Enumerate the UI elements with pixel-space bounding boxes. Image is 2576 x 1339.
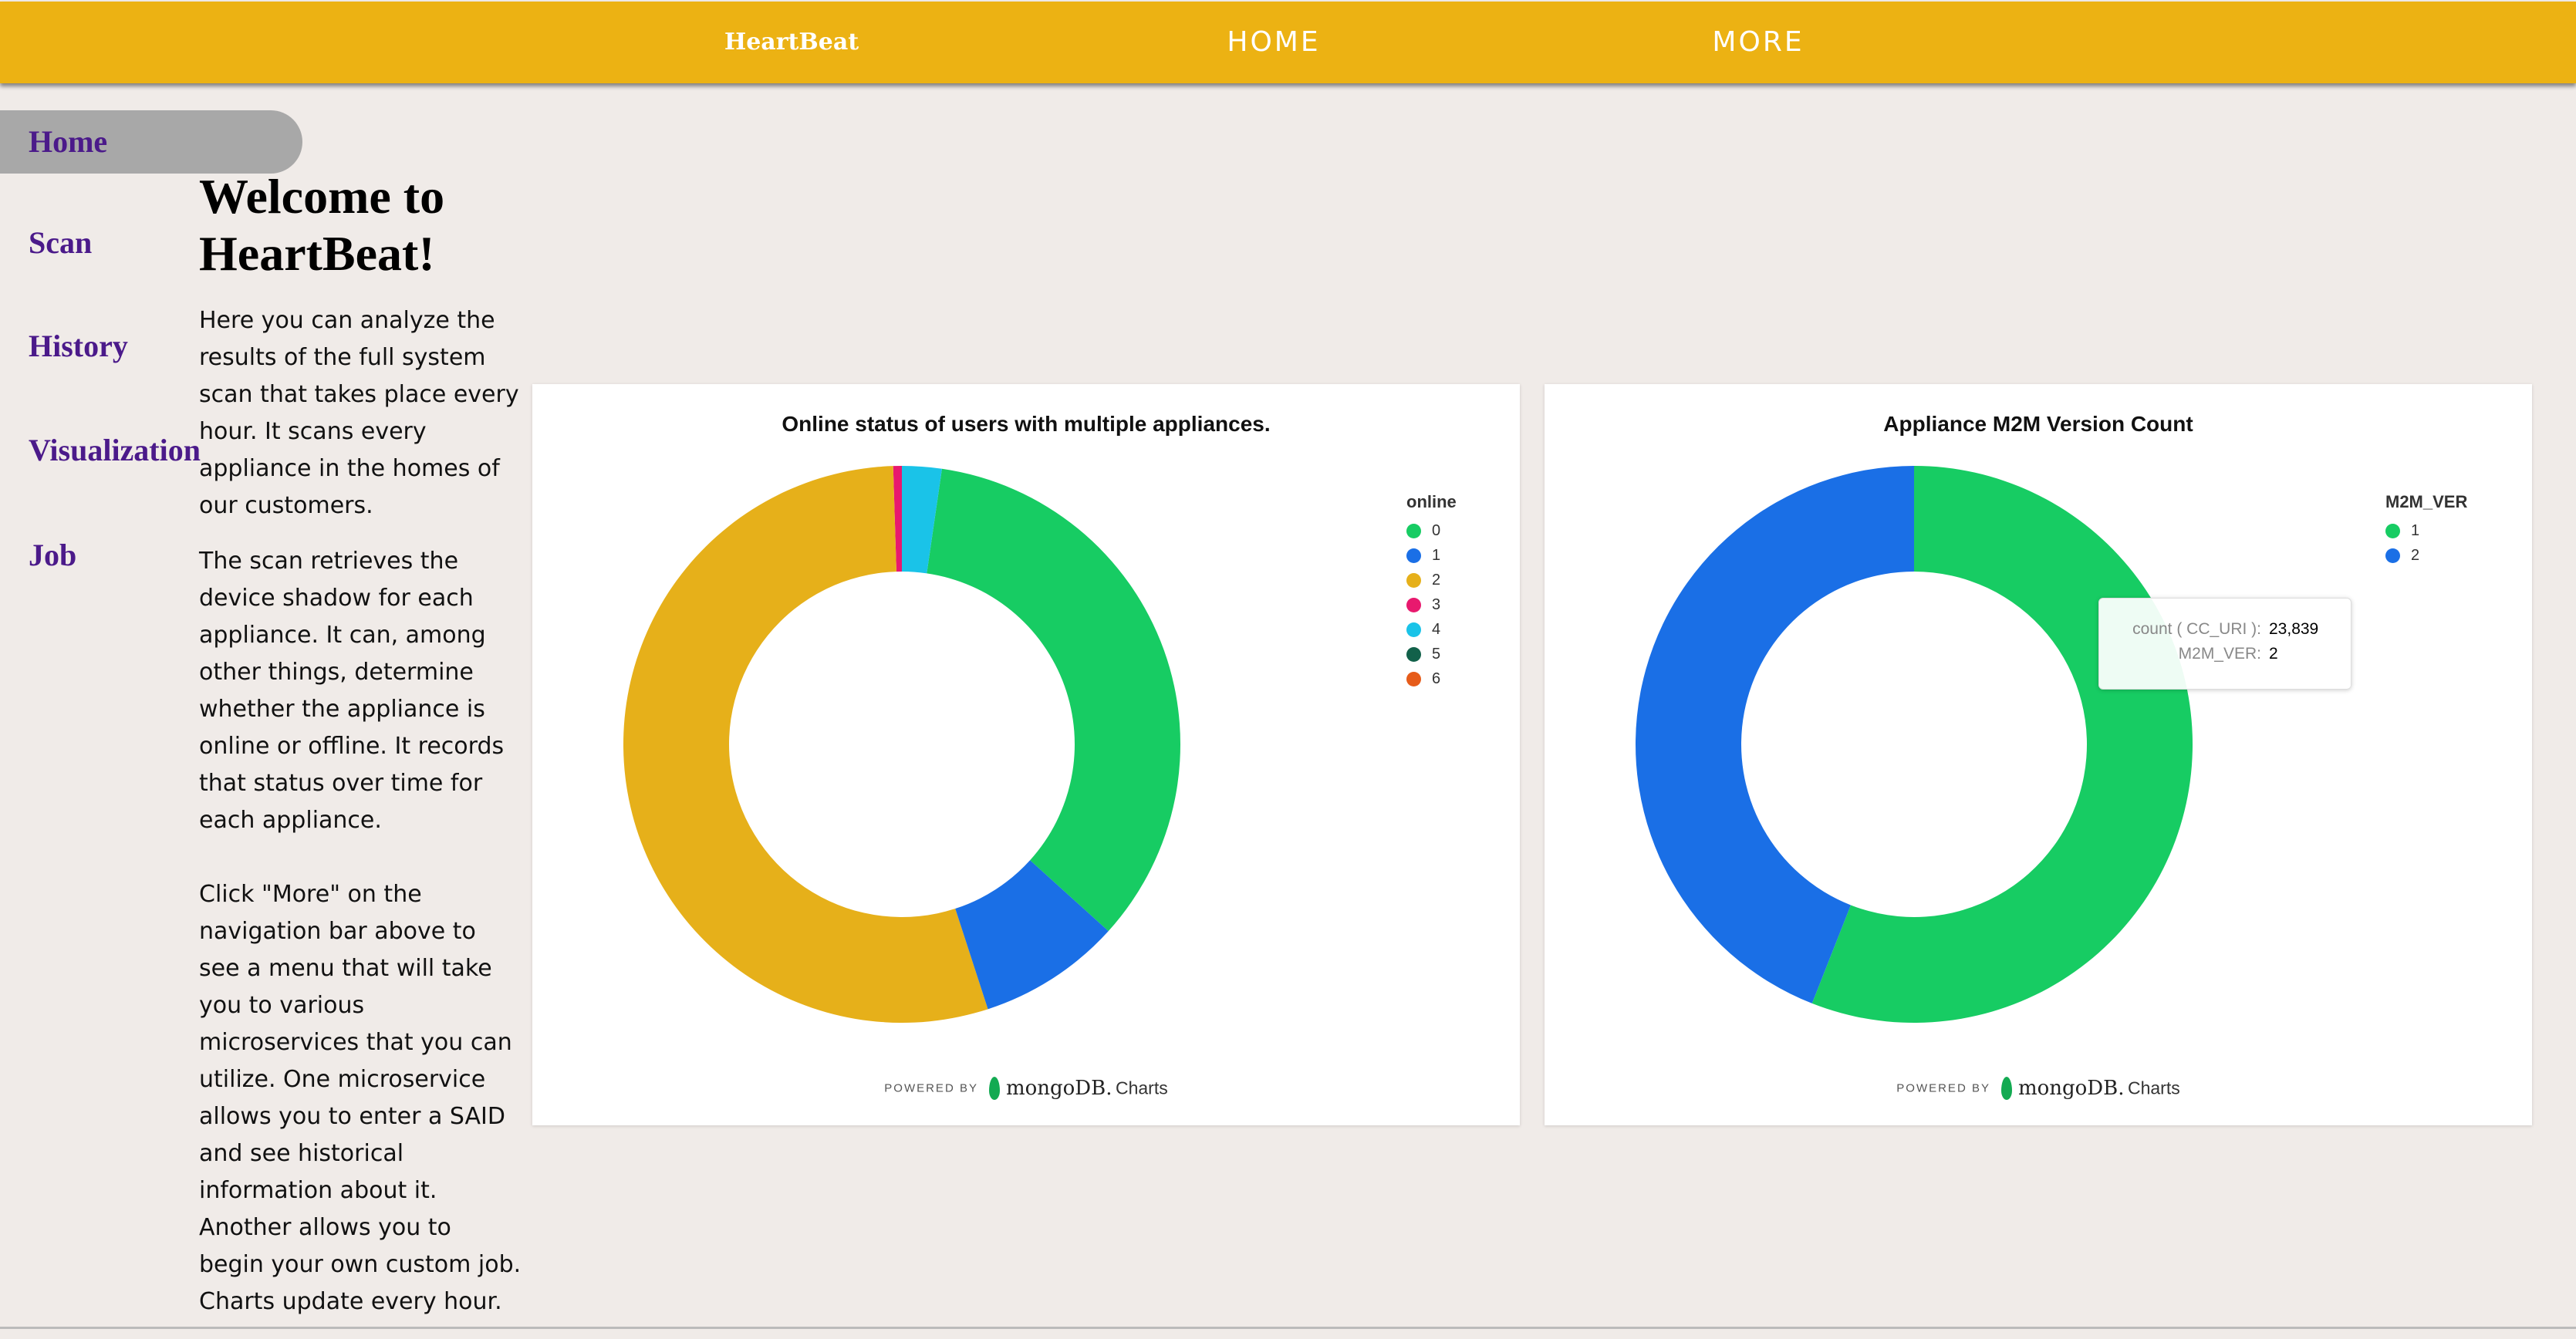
brand-logo[interactable]: HeartBeat [724, 29, 859, 56]
more-paragraph: Click "More" on the navigation bar above… [199, 881, 522, 1278]
legend-label: 1 [2411, 522, 2420, 539]
legend-item-1[interactable]: 1 [1406, 543, 1457, 568]
top-navbar: HeartBeat HOME MORE [0, 2, 2576, 83]
m2m-version-donut [1636, 466, 2193, 1023]
welcome-content: Welcome to HeartBeat! Here you can analy… [199, 168, 523, 1339]
legend-title: M2M_VER [2385, 492, 2468, 511]
powered-by-mongodb: POWERED BY mongoDB. Charts [1545, 1077, 2532, 1100]
legend-label: 5 [1432, 646, 1441, 663]
charts-update-paragraph: Charts update every hour. [199, 1288, 502, 1315]
page-title: Welcome to HeartBeat! [199, 169, 445, 281]
chart-title: Online status of users with multiple app… [782, 412, 1271, 436]
mongodb-leaf-icon [2000, 1077, 2012, 1100]
m2m-version-chart-card: Appliance M2M Version Count M2M_VER 1 2 P… [1545, 384, 2532, 1125]
donut-slice-0[interactable] [927, 468, 1180, 932]
legend-label: 1 [1432, 547, 1441, 564]
legend-item-2[interactable]: 2 [1406, 568, 1457, 592]
legend-dot-icon [1406, 646, 1421, 662]
legend-dot-icon [1406, 523, 1421, 538]
window-bottom-edge [0, 1327, 2576, 1329]
powered-by-mongodb: POWERED BY mongoDB. Charts [532, 1077, 1520, 1100]
sidebar-item-history[interactable]: History [29, 329, 128, 363]
tooltip-value: 23,839 [2269, 620, 2319, 638]
sidebar-item-home[interactable]: Home [0, 110, 302, 174]
legend-label: 3 [1432, 596, 1441, 613]
tooltip-key: count ( CC_URI ): [2132, 620, 2261, 638]
donut-slice-2[interactable] [623, 466, 988, 1023]
legend-item-5[interactable]: 5 [1406, 642, 1457, 666]
chart-legend: online 0 1 2 3 4 5 6 [1406, 492, 1457, 691]
donut-slice-1[interactable] [1811, 466, 2193, 1023]
donut-slice-3[interactable] [893, 466, 902, 572]
sidebar-item-job[interactable]: Job [29, 538, 77, 572]
donut-slice-1[interactable] [955, 860, 1109, 1010]
nav-home[interactable]: HOME [1227, 26, 1321, 58]
nav-more[interactable]: MORE [1712, 26, 1805, 58]
intro-paragraph: Here you can analyze the results of the … [199, 307, 519, 519]
charts-label: Charts [2127, 1078, 2180, 1098]
legend-item-3[interactable]: 3 [1406, 592, 1457, 617]
legend-item-2[interactable]: 2 [2385, 543, 2467, 568]
legend-item-1[interactable]: 1 [2385, 518, 2467, 543]
mongodb-logo-text: mongoDB. [2017, 1077, 2125, 1100]
legend-label: 0 [1432, 522, 1441, 539]
scan-paragraph: The scan retrieves the device shadow for… [199, 548, 505, 834]
sidebar-item-scan[interactable]: Scan [29, 225, 93, 260]
charts-label: Charts [1115, 1078, 1168, 1098]
legend-dot-icon [2385, 523, 2400, 538]
online-status-donut [623, 466, 1180, 1023]
legend-item-6[interactable]: 6 [1406, 666, 1457, 691]
mongodb-logo-text: mongoDB. [1005, 1077, 1112, 1100]
chart-title: Appliance M2M Version Count [1883, 412, 2193, 436]
legend-item-0[interactable]: 0 [1406, 518, 1457, 543]
sidebar-item-visualization[interactable]: Visualization [29, 433, 201, 467]
legend-dot-icon [1406, 572, 1421, 588]
chart-legend: M2M_VER 1 2 [2385, 492, 2467, 568]
legend-dot-icon [2385, 548, 2400, 563]
powered-by-label: POWERED BY [884, 1081, 978, 1095]
legend-item-4[interactable]: 4 [1406, 617, 1457, 642]
legend-dot-icon [1406, 548, 1421, 563]
legend-dot-icon [1406, 671, 1421, 686]
legend-label: 6 [1432, 670, 1441, 687]
legend-label: 2 [2411, 547, 2420, 564]
legend-label: 2 [1432, 572, 1441, 589]
legend-label: 4 [1432, 621, 1441, 638]
legend-dot-icon [1406, 597, 1421, 612]
chart-tooltip: count ( CC_URI ): 23,839 M2M_VER: 2 [2098, 598, 2351, 690]
powered-by-label: POWERED BY [1896, 1081, 1990, 1095]
legend-title: online [1406, 492, 1457, 511]
online-status-chart-card: Online status of users with multiple app… [532, 384, 1520, 1125]
tooltip-value: 2 [2269, 645, 2278, 663]
legend-dot-icon [1406, 622, 1421, 637]
mongodb-leaf-icon [988, 1077, 1000, 1100]
donut-slice-4[interactable] [902, 466, 942, 574]
tooltip-key: M2M_VER: [2178, 645, 2261, 663]
donut-slice-2[interactable] [1636, 466, 1914, 1003]
